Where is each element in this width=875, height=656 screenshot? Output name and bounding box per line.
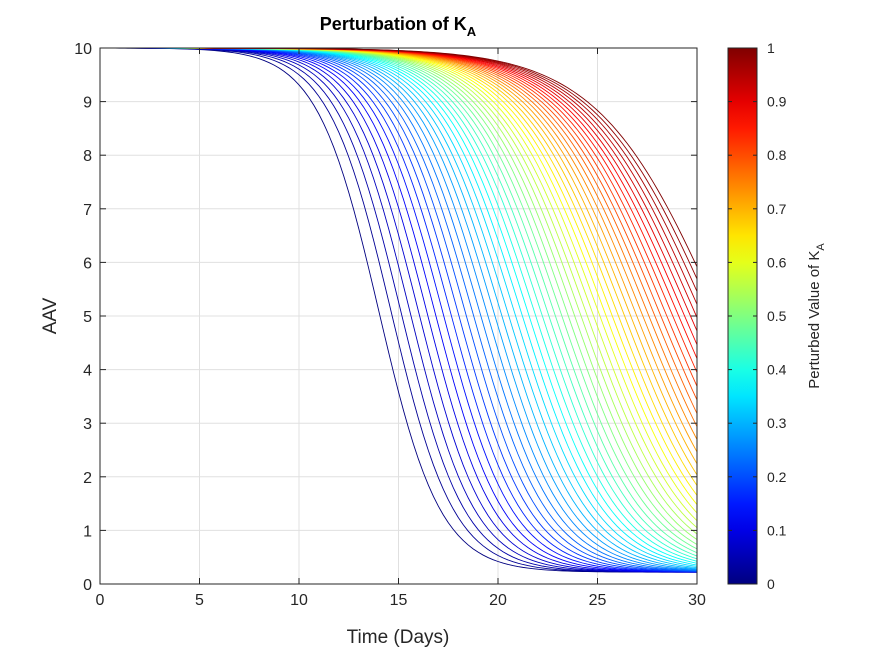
chart-title: Perturbation of KA bbox=[320, 14, 477, 39]
y-tick-label: 5 bbox=[83, 309, 92, 326]
x-axis-label: Time (Days) bbox=[347, 627, 450, 648]
y-axis-ticks: 0 1 2 3 4 5 6 7 8 9 10 bbox=[74, 41, 697, 594]
colorbar-tick-label: 0.7 bbox=[767, 201, 787, 217]
x-tick-label: 15 bbox=[390, 592, 408, 609]
colorbar-tick-label: 0.1 bbox=[767, 522, 787, 538]
y-tick-label: 6 bbox=[83, 255, 92, 272]
y-tick-label: 4 bbox=[83, 363, 92, 380]
colorbar-tick-label: 0.6 bbox=[767, 254, 787, 270]
colorbar-tick-label: 0.5 bbox=[767, 308, 787, 324]
y-tick-label: 2 bbox=[83, 470, 92, 487]
colorbar-ticks: 0 0.1 0.2 0.3 0.4 0.5 0.6 0.7 0.8 0.9 1 bbox=[728, 40, 787, 592]
y-tick-label: 9 bbox=[83, 95, 92, 112]
colorbar: 0 0.1 0.2 0.3 0.4 0.5 0.6 0.7 0.8 0.9 1 Perturbed … bbox=[727, 40, 827, 592]
x-tick-label: 30 bbox=[688, 592, 706, 609]
y-tick-label: 3 bbox=[83, 416, 92, 433]
y-tick-label: 7 bbox=[83, 202, 92, 219]
colorbar-tick-label: 0.9 bbox=[767, 94, 787, 110]
colorbar-tick-label: 1 bbox=[767, 40, 775, 56]
colorbar-gradient bbox=[727, 47, 758, 585]
x-tick-label: 25 bbox=[589, 592, 607, 609]
colorbar-tick-label: 0.3 bbox=[767, 415, 787, 431]
colorbar-tick-label: 0.2 bbox=[767, 469, 787, 485]
colorbar-label: Perturbed Value of KA bbox=[806, 243, 827, 389]
colorbar-tick-label: 0.8 bbox=[767, 147, 787, 163]
x-tick-label: 5 bbox=[195, 592, 204, 609]
colorbar-tick-label: 0.4 bbox=[767, 362, 787, 378]
x-tick-label: 0 bbox=[96, 592, 105, 609]
y-tick-label: 8 bbox=[83, 148, 92, 165]
colorbar-tick-label: 0 bbox=[767, 576, 775, 592]
x-tick-label: 20 bbox=[489, 592, 507, 609]
x-tick-label: 10 bbox=[290, 592, 308, 609]
y-tick-label: 1 bbox=[83, 523, 92, 540]
y-tick-label: 10 bbox=[74, 41, 92, 58]
x-axis-ticks: 0 5 10 15 20 25 30 bbox=[96, 48, 706, 609]
y-axis-label: AAV bbox=[40, 297, 61, 334]
y-tick-label: 0 bbox=[83, 577, 92, 594]
